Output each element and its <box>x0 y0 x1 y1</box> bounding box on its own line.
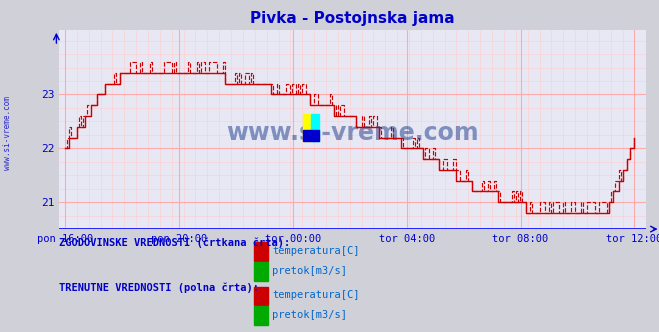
Bar <box>302 114 311 141</box>
Text: pretok[m3/s]: pretok[m3/s] <box>272 310 347 320</box>
Text: ZGODOVINSKE VREDNOSTI (črtkana črta):: ZGODOVINSKE VREDNOSTI (črtkana črta): <box>59 237 291 248</box>
Text: pretok[m3/s]: pretok[m3/s] <box>272 266 347 276</box>
Text: www.si-vreme.com: www.si-vreme.com <box>226 122 479 145</box>
Bar <box>302 130 319 141</box>
Text: temperatura[C]: temperatura[C] <box>272 246 360 256</box>
Text: temperatura[C]: temperatura[C] <box>272 290 360 300</box>
Bar <box>311 114 319 141</box>
Title: Pivka - Postojnska jama: Pivka - Postojnska jama <box>250 11 455 26</box>
Text: www.si-vreme.com: www.si-vreme.com <box>3 96 13 170</box>
Text: TRENUTNE VREDNOSTI (polna črta):: TRENUTNE VREDNOSTI (polna črta): <box>59 283 259 293</box>
